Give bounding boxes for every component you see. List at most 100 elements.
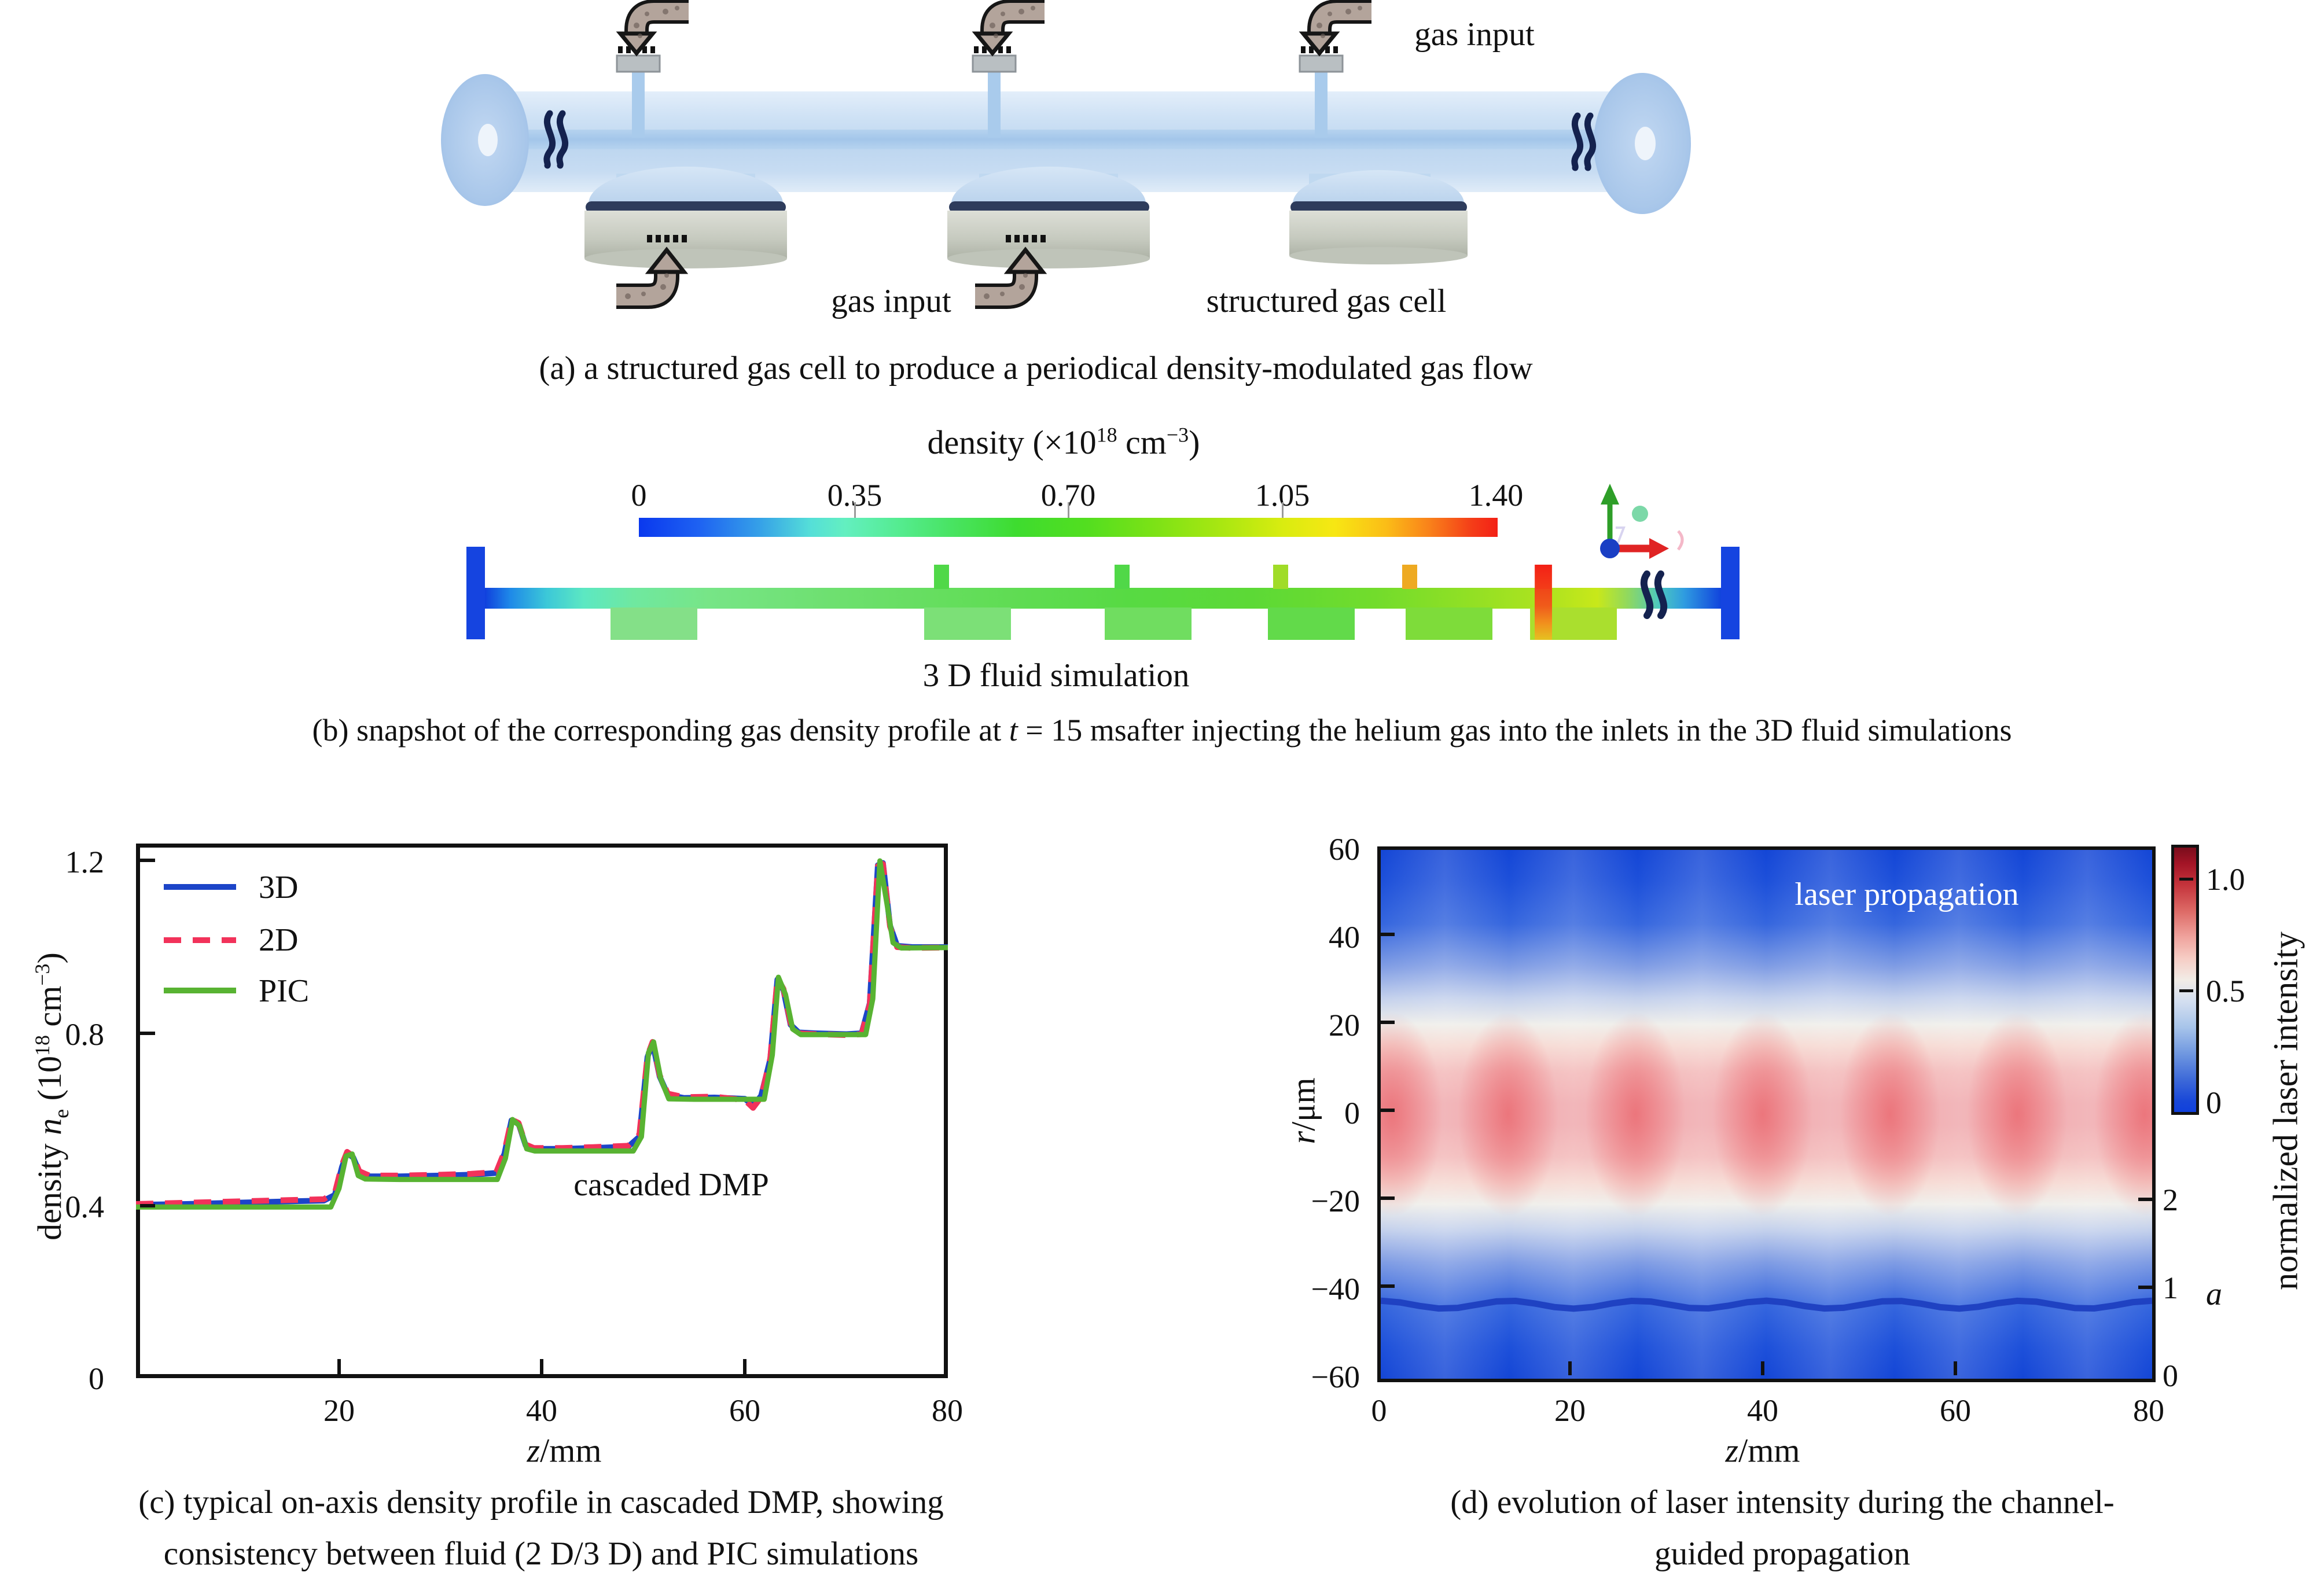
gas-arrow-down-icon-3 — [1299, 0, 1371, 57]
axis-triad-icon — [1600, 484, 1684, 559]
caption-b-italic-t: t — [1009, 712, 1018, 748]
caption-d-line1: (d) evolution of laser intensity during … — [1450, 1484, 2115, 1521]
c-ylabel-post: ) — [31, 952, 69, 964]
gas-arrow-up-icon-2 — [975, 235, 1047, 309]
sim-break-icon — [1640, 570, 1668, 619]
d-xlabel: z/mm — [1726, 1432, 1800, 1471]
d-xlabel-unit: /mm — [1738, 1431, 1800, 1470]
density-title-post: ) — [1189, 423, 1200, 461]
density-title-sup: 18 — [1096, 423, 1117, 447]
laser-intensity-heatmap — [1377, 846, 2156, 1382]
c-xtickmark — [540, 1359, 543, 1374]
b-cbar-tick-4: 1.40 — [1468, 477, 1524, 513]
c-ylabel-sup-3: −3 — [30, 963, 54, 986]
laser-intensity-colorbar — [2171, 845, 2199, 1115]
inner-capillary — [446, 130, 1684, 149]
d-a-axis-label: a — [2206, 1276, 2222, 1312]
density-colorbar-title: density (×1018 cm−3) — [928, 423, 1200, 462]
c-xtick-80: 80 — [932, 1393, 963, 1428]
legend-line-pic — [164, 988, 236, 993]
caption-b-pre: (b) snapshot of the corresponding gas de… — [312, 712, 1009, 748]
sim-left-wall — [466, 547, 485, 639]
b-cbar-tickmark — [1282, 502, 1284, 518]
d-cbar-label: normalized laser intensity — [2266, 931, 2305, 1290]
d-ytick-20: 20 — [1329, 1008, 1360, 1043]
b-cbar-tickmark — [854, 502, 856, 518]
c-xtickmark — [337, 1359, 341, 1374]
gas-input-top-label: gas input — [1414, 16, 1535, 53]
laser-amplitude-line — [1381, 1297, 2152, 1312]
c-ytickmark — [140, 1204, 155, 1207]
tube-left-end — [441, 74, 529, 206]
d-cbar-tickmark — [2179, 878, 2193, 881]
legend-label-pic: PIC — [259, 973, 310, 1009]
d-ytick-40: 40 — [1329, 920, 1360, 955]
c-ytickmark — [140, 859, 155, 862]
legend-line-3d — [164, 884, 236, 890]
d-xtick-20: 20 — [1554, 1393, 1586, 1428]
c-xlabel: z/mm — [527, 1432, 602, 1471]
density-profile-plot — [136, 844, 948, 1378]
sim-right-wall — [1721, 547, 1740, 639]
d-ylabel-r: r — [1284, 1131, 1322, 1144]
laser-propagation-annotation: laser propagation — [1795, 876, 2019, 912]
d-xlabel-z: z — [1725, 1431, 1739, 1470]
d-atickmark — [2138, 1198, 2152, 1201]
caption-c-line2: consistency between fluid (2 D/3 D) and … — [163, 1536, 919, 1573]
d-ytick--20: −20 — [1311, 1184, 1360, 1218]
d-ytickmark — [1381, 1284, 1395, 1288]
d-xtickmark — [1761, 1361, 1764, 1375]
density-profile-curves — [136, 858, 948, 1210]
red-jet — [1535, 565, 1552, 640]
gas-chamber-1 — [584, 167, 787, 268]
d-xtickmark — [1954, 1361, 1957, 1375]
c-xtick-60: 60 — [729, 1393, 760, 1428]
c-ylabel-pre: density — [31, 1135, 69, 1240]
b-cbar-tick-0: 0 — [631, 477, 647, 513]
gas-arrow-up-icon-1 — [616, 235, 689, 309]
d-atick-1: 1 — [2163, 1271, 2178, 1305]
d-atick-2: 2 — [2163, 1183, 2178, 1217]
tube-break-icon — [543, 110, 569, 169]
caption-b: (b) snapshot of the corresponding gas de… — [312, 712, 2012, 748]
caption-d-line2: guided propagation — [1654, 1536, 1910, 1573]
sim-label: 3 D fluid simulation — [922, 657, 1190, 694]
c-ytick-0: 0 — [89, 1361, 104, 1396]
d-cbar-tickmark — [2179, 989, 2193, 992]
d-ytickmark — [1381, 933, 1395, 936]
caption-c-line1: (c) typical on-axis density profile in c… — [138, 1484, 944, 1521]
density-title-mid: cm — [1117, 423, 1167, 461]
c-ytick-0.8: 0.8 — [65, 1017, 105, 1052]
d-ylabel-unit: /μm — [1284, 1077, 1322, 1131]
c-ylabel-sup18: 18 — [30, 1035, 54, 1056]
legend-label-3d: 3D — [259, 870, 299, 905]
d-ytickmark — [1381, 1021, 1395, 1024]
c-xlabel-unit: /mm — [540, 1431, 602, 1470]
top-inlet-2 — [972, 46, 1017, 138]
tube-right-end — [1594, 73, 1691, 214]
caption-b-post: = 15 msafter injecting the helium gas in… — [1017, 712, 2012, 748]
c-ylabel: density ne (1018 cm−3) — [31, 952, 73, 1240]
c-ylabel-mid: (10 — [31, 1056, 69, 1109]
caption-a: (a) a structured gas cell to produce a p… — [539, 350, 1533, 387]
density-colorbar — [639, 518, 1498, 537]
gas-arrow-down-icon-1 — [616, 0, 689, 57]
c-ytickmark — [140, 1032, 155, 1035]
d-cbar-tick-0: 0 — [2206, 1085, 2222, 1120]
d-xtick-60: 60 — [1940, 1393, 1971, 1428]
curve-pic — [136, 858, 948, 1210]
d-ytick-0: 0 — [1344, 1096, 1360, 1131]
d-ytickmark — [1381, 1109, 1395, 1112]
c-ytick-0.4: 0.4 — [65, 1190, 105, 1224]
legend-line-2d — [164, 937, 236, 943]
c-xtick-40: 40 — [526, 1393, 557, 1428]
d-ytick-60: 60 — [1329, 832, 1360, 867]
gas-cell-illustration — [441, 0, 1740, 640]
d-ytickmark — [1381, 1196, 1395, 1200]
d-ytick--40: −40 — [1311, 1272, 1360, 1306]
top-inlet-1 — [616, 46, 661, 138]
density-title-pre: density (×10 — [927, 423, 1097, 461]
d-ylabel: r/μm — [1285, 1078, 1323, 1144]
d-cbar-tick-1.0: 1.0 — [2206, 862, 2245, 897]
